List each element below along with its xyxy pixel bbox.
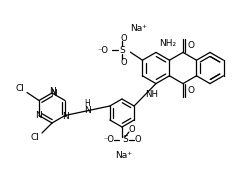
- Text: N: N: [84, 106, 91, 115]
- Text: O: O: [188, 86, 194, 95]
- Text: O: O: [129, 125, 135, 134]
- Text: Na⁺: Na⁺: [115, 151, 132, 160]
- Text: Cl: Cl: [31, 134, 39, 143]
- Text: N: N: [50, 89, 56, 98]
- Text: O: O: [135, 135, 141, 144]
- Text: Cl: Cl: [16, 84, 25, 93]
- Text: O: O: [120, 58, 127, 67]
- Text: O: O: [120, 34, 127, 43]
- Text: O: O: [188, 41, 194, 50]
- Text: NH₂: NH₂: [159, 39, 176, 48]
- Text: N: N: [63, 112, 69, 121]
- Text: S: S: [120, 46, 125, 55]
- Text: N: N: [35, 111, 41, 120]
- Text: ⁻O: ⁻O: [97, 46, 108, 55]
- Text: ⁻O: ⁻O: [104, 135, 114, 144]
- Text: Na⁺: Na⁺: [130, 24, 147, 33]
- Text: N: N: [49, 88, 55, 97]
- Text: H: H: [85, 99, 90, 108]
- Text: NH: NH: [146, 90, 158, 99]
- Text: S: S: [122, 135, 128, 144]
